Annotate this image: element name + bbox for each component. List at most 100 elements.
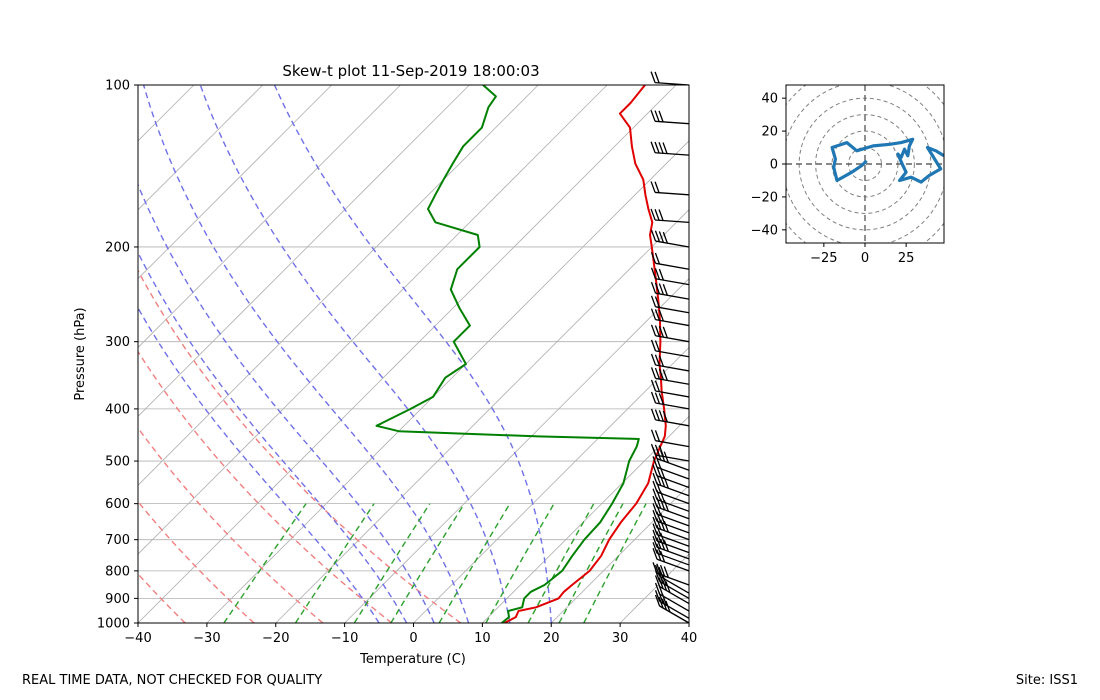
quality-disclaimer: REAL TIME DATA, NOT CHECKED FOR QUALITY <box>22 673 323 688</box>
wind-barb-flag <box>650 229 657 242</box>
wind-barb-flag <box>658 592 664 604</box>
wind-barb-flag <box>652 456 658 468</box>
wind-barb-flag <box>652 536 658 548</box>
wind-barb-flag <box>662 410 668 423</box>
wind-barb-flag <box>659 475 666 488</box>
wind-barb-flag <box>650 353 657 366</box>
wind-barb-flag <box>656 457 662 469</box>
y-tick-label: 900 <box>105 592 130 607</box>
x-tick-label: 20 <box>543 631 560 646</box>
y-tick-label: 100 <box>105 79 130 94</box>
hodograph-x-tick-label: 25 <box>898 251 915 266</box>
wind-barb-flag <box>658 309 665 322</box>
wind-barb-flag <box>656 482 662 494</box>
wind-barb-flag <box>658 355 665 367</box>
isotherm-line <box>138 85 264 211</box>
wind-barb-shaft <box>656 558 690 572</box>
wind-barb <box>650 208 690 223</box>
hodograph-ring <box>815 114 915 214</box>
isotherm-line <box>138 85 332 280</box>
wind-barb-flag <box>652 523 658 535</box>
wind-barb-flag <box>656 511 662 523</box>
wind-barb <box>652 495 690 520</box>
wind-barb-flag <box>652 542 658 554</box>
wind-barb-flag <box>658 142 664 154</box>
wind-barb-shaft <box>655 350 690 358</box>
wind-barb-flag <box>658 231 665 243</box>
wind-barb-flag <box>656 549 662 561</box>
wind-barb <box>652 456 690 480</box>
wind-barb-flag <box>665 600 671 613</box>
wind-barb-flag <box>650 252 657 264</box>
wind-barb-flag <box>654 110 660 122</box>
x-axis: −40 −30 −20 −10 0 10 20 30 40 <box>124 623 697 646</box>
wind-barb-flag <box>654 367 661 380</box>
hodograph-trace <box>830 137 944 184</box>
wind-barb-flag <box>656 563 662 575</box>
site-label: Site: ISS1 <box>1015 673 1078 688</box>
wind-barb-flag <box>650 367 657 379</box>
wind-barb-shaft <box>655 319 690 327</box>
wind-barb-flag <box>656 543 662 555</box>
x-tick-label: −20 <box>262 631 289 646</box>
y-tick-label: 200 <box>105 240 130 255</box>
wind-barb <box>654 594 690 624</box>
wind-barb-flag <box>654 590 661 602</box>
isotherm-line <box>138 85 539 486</box>
wind-barbs <box>650 71 690 624</box>
isotherm-line <box>482 415 689 623</box>
wind-barb-flag <box>658 577 664 589</box>
wind-barb-flag <box>662 326 668 339</box>
x-tick-label: 40 <box>681 631 698 646</box>
wind-barb-flag <box>656 497 662 509</box>
wind-barb-flag <box>654 252 661 265</box>
wind-barb <box>654 575 690 605</box>
wind-barb <box>652 464 690 489</box>
x-axis-label: Temperature (C) <box>359 652 466 667</box>
wind-barb-flag <box>661 574 668 586</box>
hodograph-rings <box>786 85 944 243</box>
dry-adiabat <box>138 572 186 623</box>
isotherm-line <box>550 484 689 623</box>
wind-barb-shaft <box>655 262 690 270</box>
y-axis: 1000 900 800 700 600 500 400 300 200 100 <box>97 79 138 632</box>
wind-barb <box>652 516 690 541</box>
x-tick-label: 10 <box>474 631 491 646</box>
isotherm-line <box>138 85 470 417</box>
wind-barb-flag <box>663 520 669 533</box>
wind-barb-flag <box>652 510 658 522</box>
wind-barb-shaft <box>655 402 690 410</box>
x-tick-label: −30 <box>193 631 220 646</box>
wind-barb-flag <box>652 503 658 515</box>
y-tick-label: 1000 <box>97 617 130 632</box>
wind-barb-flag <box>650 141 656 153</box>
wind-barb-flag <box>650 208 656 221</box>
wind-barb <box>650 391 690 410</box>
wind-barb-flag <box>654 282 661 295</box>
wind-barb-flag <box>654 430 661 442</box>
wind-barb-shaft <box>655 219 690 223</box>
moist-adiabat <box>199 85 511 623</box>
wind-barb <box>650 339 690 358</box>
wind-barb-flag <box>652 516 658 529</box>
wind-barb-flag <box>663 566 669 578</box>
y-axis-label: Pressure (hPa) <box>73 307 88 400</box>
wind-barb-flag <box>658 110 664 123</box>
wind-barb-flag <box>658 268 665 281</box>
wind-barb-shaft <box>655 81 690 86</box>
wind-barb-flag <box>650 379 657 392</box>
wind-barb-flag <box>658 209 664 221</box>
wind-barb-flag <box>654 325 661 337</box>
wind-barb-shaft <box>659 605 690 624</box>
isotherm-line <box>344 278 689 623</box>
wind-barb-shaft <box>656 491 690 505</box>
wind-barb <box>650 429 690 448</box>
dewpoint-line <box>375 85 640 623</box>
wind-barb-flag <box>663 451 669 463</box>
wind-barb-flag <box>654 268 661 280</box>
wind-barb-flag <box>656 474 662 486</box>
wind-barb-flag <box>654 354 661 366</box>
wind-barb-flag <box>659 550 666 563</box>
sounding-series <box>375 85 667 623</box>
wind-barb-flag <box>650 295 657 308</box>
